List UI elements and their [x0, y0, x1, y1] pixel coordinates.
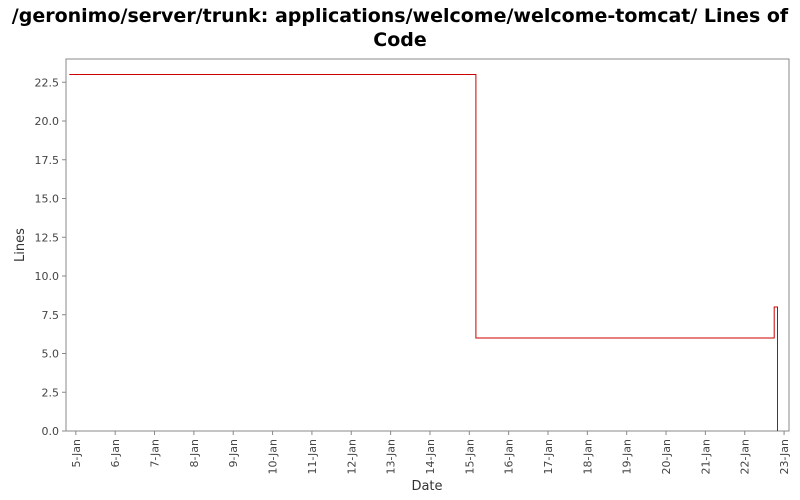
x-tick-label: 8-Jan [188, 439, 201, 468]
x-tick-label: 11-Jan [306, 439, 319, 475]
x-tick-label: 12-Jan [345, 439, 358, 475]
chart-title: /geronimo/server/trunk: applications/wel… [11, 5, 789, 51]
y-tick-label: 22.5 [35, 76, 60, 89]
x-tick-label: 5-Jan [70, 439, 83, 468]
x-axis-label: Date [411, 479, 442, 494]
x-tick-label: 19-Jan [621, 439, 634, 475]
y-tick-label: 20.0 [35, 115, 60, 128]
y-tick-label: 5.0 [42, 348, 60, 361]
series-group [69, 74, 778, 431]
y-axis: 0.0 2.5 5.0 7.5 10.0 12.5 15.0 17.5 20.0 22.5 [35, 76, 66, 438]
x-tick-label: 6-Jan [109, 439, 122, 468]
y-axis-label: Lines [13, 228, 28, 262]
x-tick-label: 10-Jan [267, 439, 280, 475]
x-tick-label: 23-Jan [778, 439, 791, 475]
x-tick-label: 13-Jan [385, 439, 398, 475]
y-tick-label: 10.0 [35, 270, 60, 283]
y-tick-label: 7.5 [42, 309, 60, 322]
plot-area [65, 58, 790, 432]
x-tick-label: 7-Jan [149, 439, 162, 468]
x-tick-label: 17-Jan [542, 439, 555, 475]
x-tick-label: 21-Jan [699, 439, 712, 475]
y-tick-label: 17.5 [35, 154, 60, 167]
x-tick-label: 20-Jan [660, 439, 673, 475]
y-tick-label: 2.5 [42, 386, 60, 399]
y-tick-label: 15.0 [35, 193, 60, 206]
x-tick-label: 9-Jan [227, 439, 240, 468]
x-tick-label: 14-Jan [424, 439, 437, 475]
x-tick-label: 16-Jan [503, 439, 516, 475]
x-axis: 5-Jan 6-Jan 7-Jan 8-Jan 9-Jan 10-Jan 11-Jan 12-… [70, 431, 791, 475]
y-tick-label: 0.0 [42, 425, 60, 438]
x-tick-label: 15-Jan [463, 439, 476, 475]
x-tick-label: 22-Jan [739, 439, 752, 475]
series-line [69, 74, 778, 431]
x-tick-label: 18-Jan [581, 439, 594, 475]
y-tick-label: 12.5 [35, 231, 60, 244]
